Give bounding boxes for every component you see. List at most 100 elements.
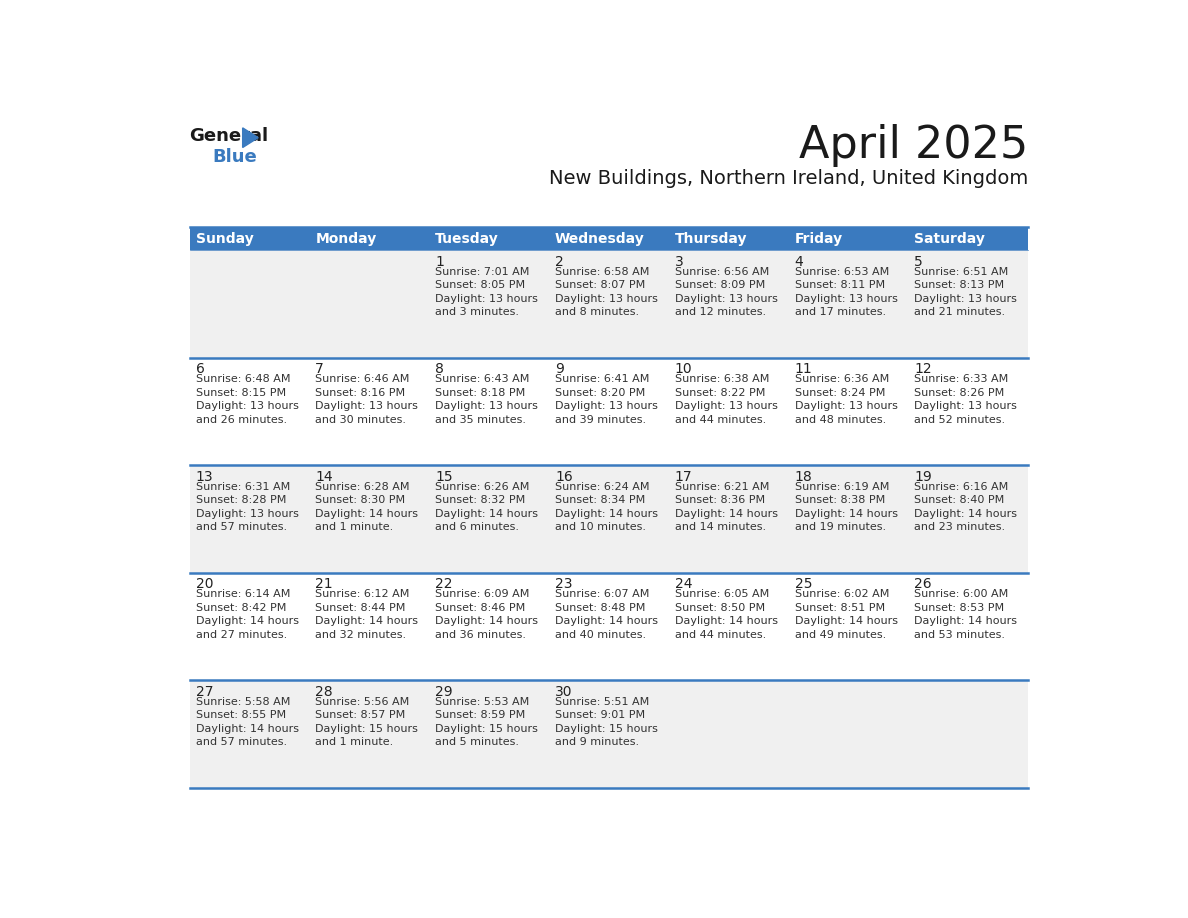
Text: Sunset: 8:30 PM: Sunset: 8:30 PM bbox=[315, 496, 405, 505]
Text: Sunset: 8:44 PM: Sunset: 8:44 PM bbox=[315, 603, 406, 613]
Bar bbox=[190, 573, 1028, 680]
Text: Sunset: 8:20 PM: Sunset: 8:20 PM bbox=[555, 387, 645, 397]
Bar bbox=[429, 227, 549, 251]
Text: and 57 minutes.: and 57 minutes. bbox=[196, 522, 286, 532]
Text: Sunrise: 6:28 AM: Sunrise: 6:28 AM bbox=[315, 482, 410, 492]
Text: and 1 minute.: and 1 minute. bbox=[315, 737, 393, 747]
Text: 20: 20 bbox=[196, 577, 213, 591]
Text: 5: 5 bbox=[915, 254, 923, 269]
Text: Sunday: Sunday bbox=[196, 231, 253, 246]
Text: Friday: Friday bbox=[795, 231, 842, 246]
Text: 14: 14 bbox=[315, 469, 333, 484]
Text: and 23 minutes.: and 23 minutes. bbox=[915, 522, 1005, 532]
Text: 12: 12 bbox=[915, 362, 931, 376]
Text: Daylight: 13 hours: Daylight: 13 hours bbox=[315, 401, 418, 411]
Text: 17: 17 bbox=[675, 469, 693, 484]
Text: Sunrise: 6:07 AM: Sunrise: 6:07 AM bbox=[555, 589, 650, 599]
Text: Sunset: 8:46 PM: Sunset: 8:46 PM bbox=[435, 603, 525, 613]
Text: Sunrise: 5:56 AM: Sunrise: 5:56 AM bbox=[315, 697, 410, 707]
Text: Sunrise: 6:58 AM: Sunrise: 6:58 AM bbox=[555, 267, 650, 277]
Text: 30: 30 bbox=[555, 685, 573, 699]
Text: April 2025: April 2025 bbox=[798, 124, 1028, 167]
Text: Daylight: 15 hours: Daylight: 15 hours bbox=[315, 723, 418, 733]
Text: Daylight: 13 hours: Daylight: 13 hours bbox=[435, 294, 538, 304]
Text: Daylight: 13 hours: Daylight: 13 hours bbox=[795, 401, 897, 411]
Text: and 5 minutes.: and 5 minutes. bbox=[435, 737, 519, 747]
Text: and 12 minutes.: and 12 minutes. bbox=[675, 308, 766, 318]
Text: 19: 19 bbox=[915, 469, 933, 484]
Text: Daylight: 14 hours: Daylight: 14 hours bbox=[555, 509, 658, 519]
Text: 25: 25 bbox=[795, 577, 813, 591]
Bar bbox=[669, 227, 789, 251]
Text: Sunrise: 6:38 AM: Sunrise: 6:38 AM bbox=[675, 375, 769, 385]
Bar bbox=[190, 680, 1028, 788]
Text: 4: 4 bbox=[795, 254, 803, 269]
Text: Sunrise: 5:53 AM: Sunrise: 5:53 AM bbox=[435, 697, 530, 707]
Text: Saturday: Saturday bbox=[915, 231, 985, 246]
Text: Sunrise: 6:31 AM: Sunrise: 6:31 AM bbox=[196, 482, 290, 492]
Text: and 19 minutes.: and 19 minutes. bbox=[795, 522, 885, 532]
Text: Wednesday: Wednesday bbox=[555, 231, 645, 246]
Text: Sunrise: 6:36 AM: Sunrise: 6:36 AM bbox=[795, 375, 889, 385]
Text: Tuesday: Tuesday bbox=[435, 231, 499, 246]
Text: Sunset: 8:38 PM: Sunset: 8:38 PM bbox=[795, 496, 885, 505]
Text: Sunrise: 6:46 AM: Sunrise: 6:46 AM bbox=[315, 375, 410, 385]
Text: and 40 minutes.: and 40 minutes. bbox=[555, 630, 646, 640]
Text: Daylight: 13 hours: Daylight: 13 hours bbox=[555, 294, 658, 304]
Bar bbox=[190, 358, 1028, 465]
Text: Sunset: 8:28 PM: Sunset: 8:28 PM bbox=[196, 496, 286, 505]
Text: Sunset: 8:16 PM: Sunset: 8:16 PM bbox=[315, 387, 405, 397]
Text: Sunset: 8:36 PM: Sunset: 8:36 PM bbox=[675, 496, 765, 505]
Text: Daylight: 13 hours: Daylight: 13 hours bbox=[196, 509, 298, 519]
Text: Sunrise: 6:51 AM: Sunrise: 6:51 AM bbox=[915, 267, 1009, 277]
Text: and 27 minutes.: and 27 minutes. bbox=[196, 630, 286, 640]
Text: Sunrise: 6:41 AM: Sunrise: 6:41 AM bbox=[555, 375, 650, 385]
Text: Sunset: 8:11 PM: Sunset: 8:11 PM bbox=[795, 280, 885, 290]
Bar bbox=[549, 227, 669, 251]
Text: 27: 27 bbox=[196, 685, 213, 699]
Text: Sunset: 8:13 PM: Sunset: 8:13 PM bbox=[915, 280, 1004, 290]
Text: 21: 21 bbox=[315, 577, 333, 591]
Text: Sunset: 8:18 PM: Sunset: 8:18 PM bbox=[435, 387, 525, 397]
Text: and 49 minutes.: and 49 minutes. bbox=[795, 630, 886, 640]
Text: Sunset: 8:59 PM: Sunset: 8:59 PM bbox=[435, 711, 525, 721]
Text: Sunrise: 6:12 AM: Sunrise: 6:12 AM bbox=[315, 589, 410, 599]
Text: Sunrise: 7:01 AM: Sunrise: 7:01 AM bbox=[435, 267, 530, 277]
Text: and 57 minutes.: and 57 minutes. bbox=[196, 737, 286, 747]
Bar bbox=[190, 251, 1028, 358]
Text: and 1 minute.: and 1 minute. bbox=[315, 522, 393, 532]
Text: and 53 minutes.: and 53 minutes. bbox=[915, 630, 1005, 640]
Text: Sunset: 8:55 PM: Sunset: 8:55 PM bbox=[196, 711, 285, 721]
Text: Sunrise: 6:19 AM: Sunrise: 6:19 AM bbox=[795, 482, 889, 492]
Text: Sunrise: 6:21 AM: Sunrise: 6:21 AM bbox=[675, 482, 769, 492]
Text: Daylight: 14 hours: Daylight: 14 hours bbox=[915, 616, 1017, 626]
Text: Sunrise: 6:02 AM: Sunrise: 6:02 AM bbox=[795, 589, 889, 599]
Text: Sunset: 8:22 PM: Sunset: 8:22 PM bbox=[675, 387, 765, 397]
Text: Sunset: 8:24 PM: Sunset: 8:24 PM bbox=[795, 387, 885, 397]
Text: 16: 16 bbox=[555, 469, 573, 484]
Text: Daylight: 14 hours: Daylight: 14 hours bbox=[196, 616, 298, 626]
Text: Daylight: 15 hours: Daylight: 15 hours bbox=[555, 723, 658, 733]
Text: Daylight: 14 hours: Daylight: 14 hours bbox=[795, 509, 897, 519]
Text: Daylight: 13 hours: Daylight: 13 hours bbox=[915, 294, 1017, 304]
Text: Sunrise: 6:26 AM: Sunrise: 6:26 AM bbox=[435, 482, 530, 492]
Text: Sunset: 8:32 PM: Sunset: 8:32 PM bbox=[435, 496, 525, 505]
Text: 6: 6 bbox=[196, 362, 204, 376]
Text: Sunrise: 6:00 AM: Sunrise: 6:00 AM bbox=[915, 589, 1009, 599]
Bar bbox=[789, 227, 909, 251]
Text: Sunrise: 6:56 AM: Sunrise: 6:56 AM bbox=[675, 267, 769, 277]
Polygon shape bbox=[242, 128, 258, 148]
Text: and 30 minutes.: and 30 minutes. bbox=[315, 415, 406, 425]
Text: Sunset: 8:26 PM: Sunset: 8:26 PM bbox=[915, 387, 1005, 397]
Text: and 35 minutes.: and 35 minutes. bbox=[435, 415, 526, 425]
Text: and 48 minutes.: and 48 minutes. bbox=[795, 415, 886, 425]
Text: 1: 1 bbox=[435, 254, 444, 269]
Text: Daylight: 14 hours: Daylight: 14 hours bbox=[315, 616, 418, 626]
Text: 10: 10 bbox=[675, 362, 693, 376]
Text: Daylight: 14 hours: Daylight: 14 hours bbox=[315, 509, 418, 519]
Text: Sunset: 8:42 PM: Sunset: 8:42 PM bbox=[196, 603, 286, 613]
Text: 15: 15 bbox=[435, 469, 453, 484]
Text: and 39 minutes.: and 39 minutes. bbox=[555, 415, 646, 425]
Bar bbox=[190, 465, 1028, 573]
Text: 9: 9 bbox=[555, 362, 564, 376]
